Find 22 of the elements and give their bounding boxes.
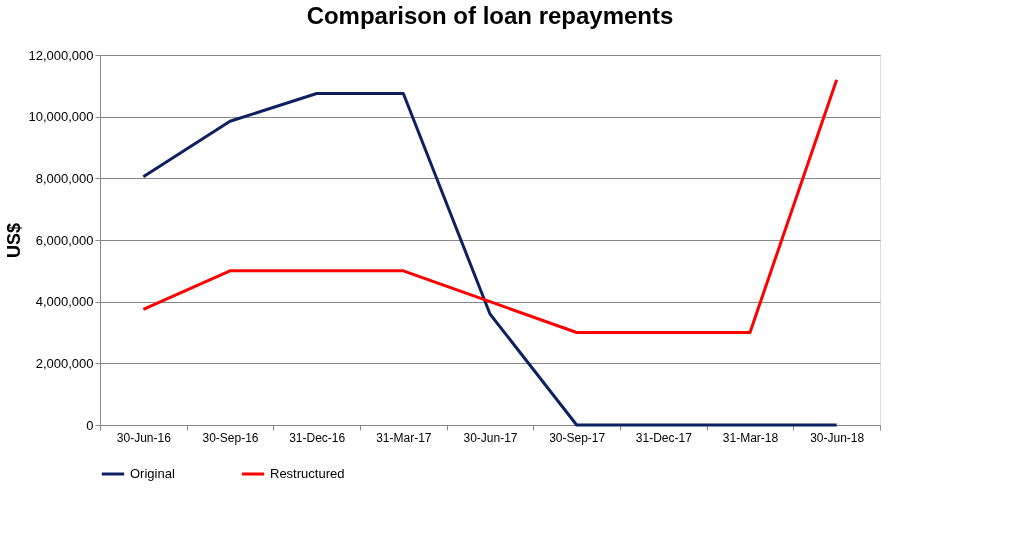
y-tick-label: 0 <box>86 417 94 433</box>
x-tick-label: 30-Sep-16 <box>202 430 259 445</box>
y-tick-label: 4,000,000 <box>35 294 94 310</box>
x-tick-label: 30-Sep-17 <box>549 430 606 445</box>
x-tick-label: 31-Dec-16 <box>289 430 346 445</box>
line-series <box>141 78 839 334</box>
y-tick-label: 8,000,000 <box>35 170 94 186</box>
x-tick-label: 31-Dec-17 <box>635 430 693 445</box>
x-tick-label: 30-Jun-18 <box>810 430 865 445</box>
chart-title: Comparison of loan repayments <box>306 2 674 29</box>
x-tick-label: 30-Jun-17 <box>463 430 518 445</box>
y-tick-label: 10,000,000 <box>28 109 94 125</box>
y-tick-label: 2,000,000 <box>35 355 94 371</box>
x-tick-label: 31-Mar-17 <box>376 430 432 445</box>
line-series <box>141 92 839 427</box>
legend-label: Restructured <box>270 466 345 481</box>
y-tick-label: 12,000,000 <box>28 47 94 63</box>
x-tick-label: 30-Jun-16 <box>116 430 172 445</box>
y-tick-label: 6,000,000 <box>35 232 94 248</box>
legend-label: Original <box>130 466 175 481</box>
x-tick-label: 31-Mar-18 <box>722 430 779 445</box>
y-axis-title: US$ <box>4 222 25 259</box>
